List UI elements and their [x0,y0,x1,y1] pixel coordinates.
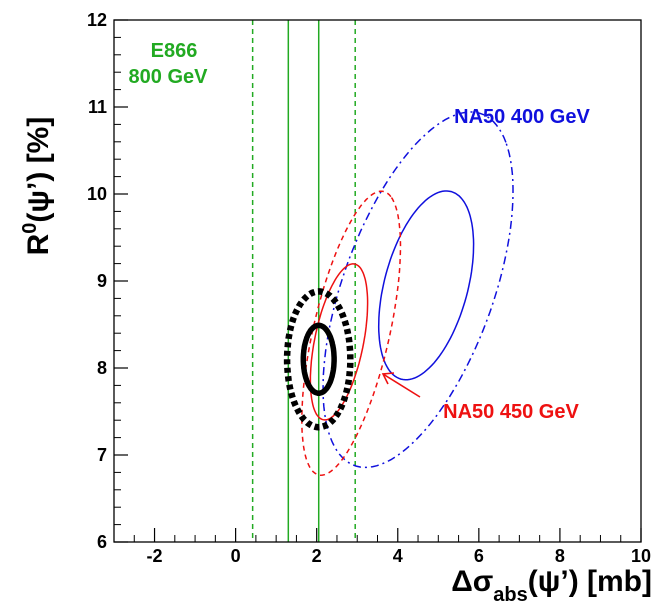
x-tick-label: 0 [231,546,241,566]
y-tick-label: 7 [97,445,107,465]
y-tick-label: 9 [97,271,107,291]
annotation-e866-line2: 800 GeV [129,66,209,88]
plot-frame [113,19,642,543]
combined-dashed-contour [283,288,354,431]
annotation-na50-450-arrow [381,372,421,398]
annotation-na50-450: NA50 450 GeV [443,401,579,423]
y-axis-ticks: 6 7 8 9 10 11 12 [87,10,128,552]
band-layer [251,20,356,542]
x-axis-title: Δσabs(ψ’) [mb] [451,565,652,604]
y-axis-title: R0(ψ’) [%] [19,117,55,256]
na50-400-gev-dashdot-contour [322,111,514,469]
y-tick-label: 8 [97,358,107,378]
y-tick-label: 10 [87,184,107,204]
y-tick-label: 6 [97,532,107,552]
y-tick-label: 11 [88,97,107,117]
contour-layer [283,111,514,476]
annotation-na50-400: NA50 400 GeV [454,106,590,128]
na50-400-gev-solid-contour [377,190,475,381]
x-tick-label: 6 [474,546,484,566]
x-tick-label: 10 [631,546,651,566]
na50-450-gev-solid-contour [309,263,369,421]
x-tick-label: 4 [393,546,403,566]
combined-solid-contour [300,322,337,396]
annotation-e866-line1: E866 [151,40,198,62]
x-axis-ticks: -2 0 2 4 6 8 10 [113,528,651,566]
y-tick-label: 12 [87,10,107,30]
na50-450-gev-dashed-contour [301,190,402,476]
x-tick-label: 2 [312,546,322,566]
x-tick-label: -2 [147,546,163,566]
x-tick-label: 8 [555,546,565,566]
